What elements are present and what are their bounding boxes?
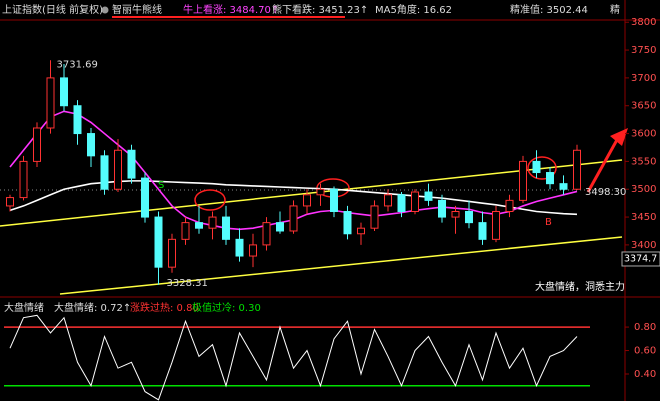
candle-body <box>370 205 379 229</box>
candle-body <box>357 227 365 235</box>
candle-body <box>127 149 136 179</box>
candle-body <box>141 177 149 218</box>
y-tick-label: 3800 <box>631 17 656 28</box>
candle-body <box>195 222 203 229</box>
highlight-oval <box>527 156 557 180</box>
annotation: 3498.30 <box>585 187 626 198</box>
candle-body <box>559 183 568 190</box>
candle-body <box>343 210 352 235</box>
y-tick-label: 3400 <box>631 240 656 251</box>
highlight-oval <box>194 189 226 211</box>
candle-body <box>6 197 14 207</box>
candle-body <box>114 149 122 190</box>
annotation: 3328.31 <box>167 278 208 289</box>
y-tick-label: 0.60 <box>634 346 656 357</box>
header-item: 大盘情绪: 0.72↑ <box>54 301 131 314</box>
candle-body <box>465 210 473 224</box>
header-item: 涨跌过热: 0.80 <box>130 301 199 314</box>
y-tick-label: 3500 <box>631 184 656 195</box>
candle-body <box>411 191 419 212</box>
panel-title: 大盘情绪 <box>4 301 44 314</box>
price-tag: 3374.7 <box>624 253 657 264</box>
candle-body <box>249 244 257 257</box>
header-item: 精 <box>610 3 620 16</box>
candle-body <box>316 188 325 196</box>
candle-body <box>438 199 446 218</box>
y-tick-label: 0.40 <box>634 369 656 380</box>
candle-body <box>73 105 82 135</box>
candle-body <box>492 210 500 240</box>
candle-body <box>505 199 514 212</box>
header-item: 极值过冷: 0.30 <box>192 301 261 314</box>
candle-body <box>19 160 28 199</box>
header-item: MA5角度: 16.62 <box>375 3 452 16</box>
candle-body <box>46 77 55 129</box>
candle-body <box>87 133 95 157</box>
y-tick-label: 3700 <box>631 73 656 84</box>
candle-body <box>235 238 244 257</box>
candle-body <box>100 155 109 190</box>
title: 上证指数(日线 前复权) <box>2 3 103 16</box>
candle-body <box>397 194 406 212</box>
channel-line <box>59 236 623 295</box>
candle-body <box>33 127 41 162</box>
candle-body <box>276 222 284 232</box>
candle-body <box>154 216 163 268</box>
sentiment-line <box>9 314 578 401</box>
arrow <box>586 137 620 193</box>
price-tag-box <box>621 251 660 267</box>
annotation: 3731.69 <box>57 59 98 70</box>
candle-body <box>289 205 298 232</box>
candle-body <box>262 222 271 246</box>
header-item: 牛上看涨: 3484.70↑ <box>183 3 279 16</box>
header-item: 精准值: 3502.44 <box>510 3 588 16</box>
candle-body <box>303 194 311 207</box>
candle-body <box>546 172 554 185</box>
candle-body <box>168 238 176 268</box>
candle-body <box>181 222 190 240</box>
y-tick-label: 3650 <box>631 101 656 112</box>
annotation: 大盘情绪，洞悉主力 <box>535 280 625 293</box>
candle-body <box>451 210 460 218</box>
y-tick-label: 3600 <box>631 129 656 140</box>
candle-body <box>424 191 433 201</box>
candle-body <box>60 77 68 107</box>
candle-body <box>573 149 581 190</box>
y-tick-label: 3450 <box>631 212 656 223</box>
annotation: B <box>545 217 552 228</box>
channel-line <box>0 159 623 227</box>
icon <box>101 6 109 14</box>
y-tick-label: 3750 <box>631 45 656 56</box>
candle-body <box>208 216 217 229</box>
indicator-name: 智丽牛熊线 <box>112 3 162 16</box>
candle-body <box>384 194 392 207</box>
y-tick-label: 3550 <box>631 156 656 167</box>
candle-body <box>330 188 338 212</box>
candle-body <box>519 160 527 201</box>
y-tick-label: 0.80 <box>634 322 656 333</box>
candle-body <box>532 160 541 174</box>
arrow-head <box>610 128 628 146</box>
annotation: S <box>158 180 164 191</box>
candle-body <box>478 222 487 240</box>
candle-body <box>222 216 230 240</box>
header-item: 熊下看跌: 3451.23↑ <box>272 3 368 16</box>
